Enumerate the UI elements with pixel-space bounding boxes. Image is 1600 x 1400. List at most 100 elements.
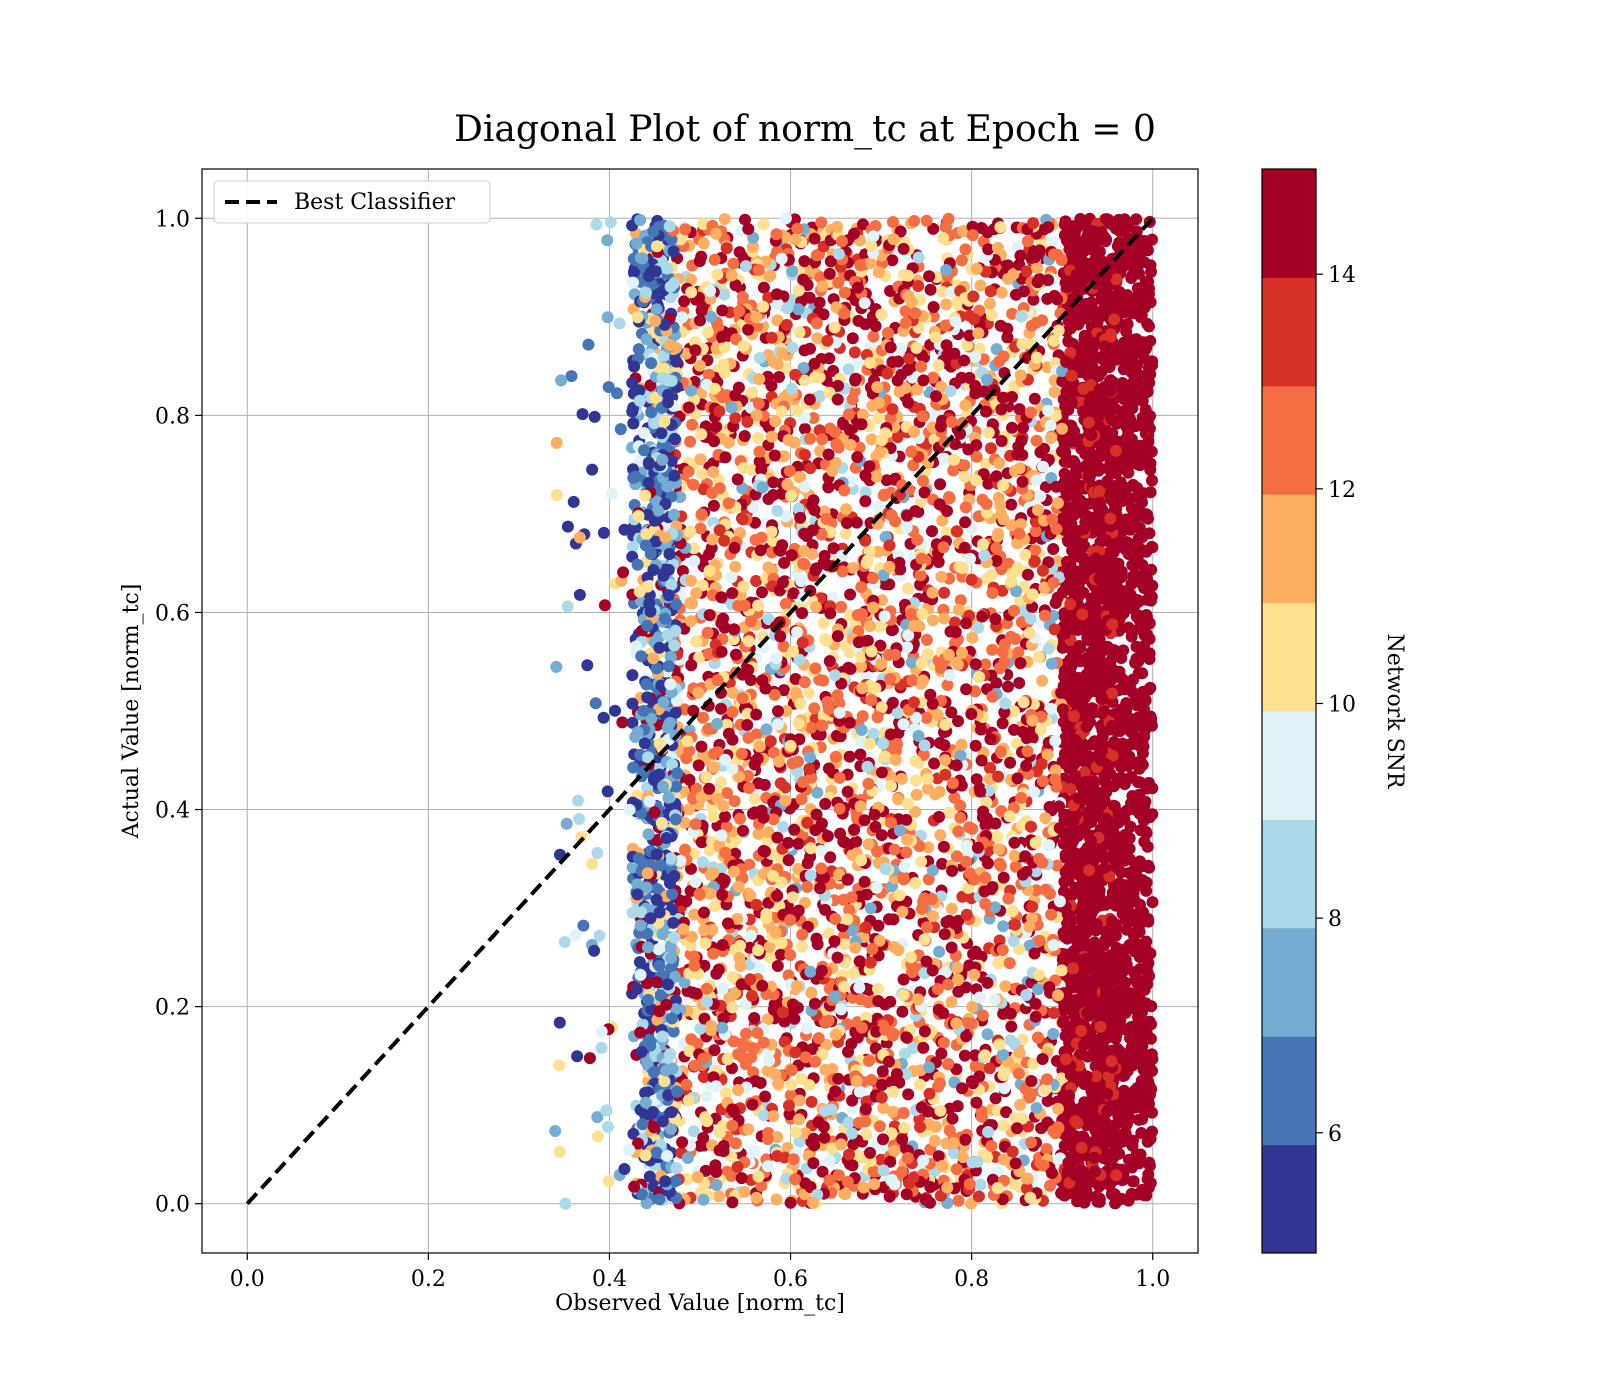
scatter-point — [816, 1165, 829, 1178]
scatter-point — [1073, 1059, 1086, 1072]
scatter-point — [1120, 988, 1132, 1001]
scatter-point — [1027, 293, 1040, 306]
scatter-point — [1125, 890, 1137, 903]
scatter-point — [1057, 1004, 1070, 1017]
scatter-point — [1039, 481, 1052, 494]
scatter-point — [910, 788, 923, 801]
scatter-point — [1055, 964, 1068, 977]
scatter-point — [746, 240, 759, 253]
scatter-point — [783, 465, 796, 477]
scatter-point — [1145, 1048, 1158, 1061]
scatter-point — [1022, 568, 1034, 581]
scatter-point — [1122, 492, 1135, 505]
scatter-point — [911, 383, 923, 396]
scatter-point — [896, 1005, 909, 1018]
scatter-point — [778, 556, 791, 569]
scatter-point — [1067, 833, 1080, 846]
scatter-point — [820, 634, 833, 647]
scatter-point — [1000, 1106, 1013, 1119]
scatter-point — [921, 782, 934, 795]
scatter-point — [755, 1179, 768, 1192]
scatter-point — [994, 221, 1007, 234]
scatter-point — [1140, 713, 1153, 726]
scatter-point — [1140, 884, 1153, 897]
scatter-point — [928, 757, 941, 770]
scatter-point — [1137, 244, 1150, 257]
scatter-point — [687, 478, 700, 491]
scatter-point — [709, 227, 722, 240]
scatter-point — [1125, 339, 1138, 352]
scatter-point — [1032, 983, 1045, 996]
scatter-point — [999, 980, 1012, 993]
scatter-point — [1063, 471, 1076, 484]
scatter-point — [1002, 680, 1014, 693]
scatter-point — [885, 816, 897, 829]
scatter-point — [684, 885, 697, 897]
scatter-point — [804, 965, 817, 978]
scatter-point — [886, 1105, 899, 1118]
scatter-point — [1004, 756, 1017, 769]
scatter-point — [1138, 352, 1151, 365]
scatter-point — [1055, 1187, 1068, 1200]
scatter-point — [943, 806, 956, 819]
scatter-point — [993, 934, 1006, 947]
scatter-point — [778, 1035, 791, 1048]
scatter-point — [926, 614, 939, 627]
scatter-point — [1072, 550, 1085, 563]
scatter-point — [1113, 300, 1126, 313]
scatter-point — [990, 554, 1003, 567]
scatter-point — [948, 791, 961, 804]
scatter-point — [697, 711, 709, 724]
scatter-point — [813, 390, 826, 403]
scatter-point — [1100, 812, 1112, 825]
scatter-point — [1131, 975, 1144, 988]
scatter-point — [839, 527, 852, 540]
scatter-point — [926, 864, 939, 877]
scatter-point — [958, 1049, 971, 1062]
scatter-point — [1060, 581, 1073, 593]
scatter-point — [1126, 1139, 1139, 1152]
scatter-point — [697, 218, 710, 230]
scatter-point — [945, 902, 958, 915]
scatter-point — [1082, 369, 1095, 382]
scatter-point — [974, 1178, 987, 1191]
scatter-point — [1137, 999, 1150, 1012]
scatter-point — [1093, 421, 1106, 434]
scatter-point — [1039, 812, 1052, 825]
scatter-point — [1115, 652, 1128, 664]
scatter-point — [1096, 294, 1109, 307]
scatter-point — [1090, 1033, 1103, 1046]
scatter-point — [1123, 1153, 1135, 1166]
scatter-point — [846, 924, 859, 936]
scatter-point — [729, 412, 742, 424]
scatter-point — [894, 563, 907, 576]
scatter-point — [777, 820, 789, 833]
scatter-point — [1120, 1117, 1133, 1130]
scatter-point — [706, 801, 719, 814]
scatter-point — [1136, 758, 1149, 771]
scatter-point — [874, 639, 887, 652]
scatter-point — [689, 818, 702, 831]
scatter-point — [718, 288, 731, 301]
scatter-point — [1061, 1128, 1074, 1141]
scatter-point — [897, 973, 910, 986]
scatter-point — [1129, 558, 1142, 570]
scatter-point — [912, 251, 925, 264]
scatter-point — [1119, 1023, 1132, 1036]
scatter-point — [748, 1012, 761, 1024]
scatter-point — [857, 1181, 870, 1194]
scatter-point — [1062, 846, 1075, 859]
scatter-point — [1140, 1058, 1153, 1071]
scatter-point — [829, 913, 842, 925]
scatter-point — [1092, 258, 1105, 271]
scatter-point — [983, 297, 996, 310]
scatter-point — [685, 273, 697, 286]
scatter-point — [831, 729, 843, 742]
scatter-point — [970, 450, 983, 463]
scatter-point — [815, 216, 828, 229]
scatter-point — [922, 841, 935, 854]
scatter-point — [927, 222, 940, 235]
scatter-point — [1146, 896, 1159, 909]
scatter-point — [1143, 1134, 1156, 1146]
scatter-point — [1035, 1122, 1048, 1135]
